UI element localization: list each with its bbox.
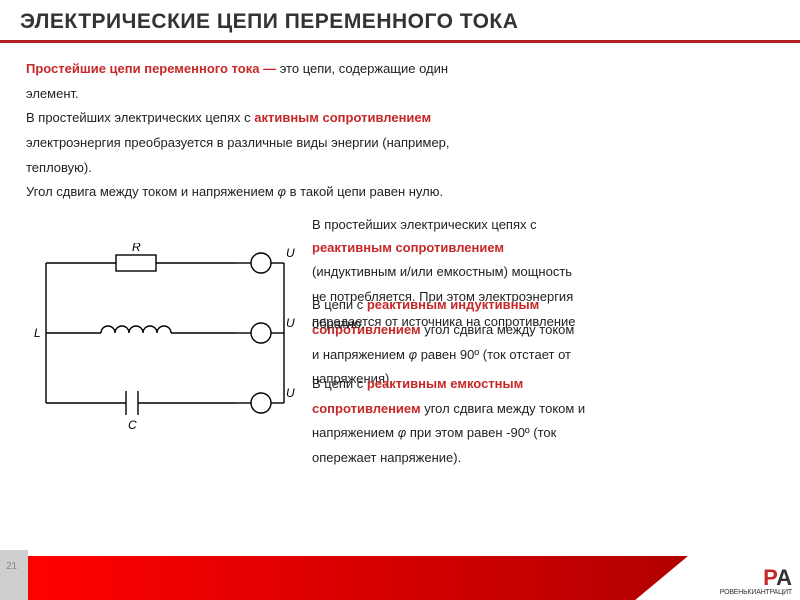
r4line2: сопротивлением угол сдвига между током и <box>312 397 774 422</box>
lead-rest: это цепи, содержащие один <box>276 61 448 76</box>
r4c: напряжением <box>312 425 398 440</box>
logo-p: P <box>763 565 776 590</box>
circuit-svg: R L C U U U <box>26 243 296 443</box>
angle-line: Угол сдвига между током и напряжением φ … <box>26 180 774 205</box>
r4b: угол сдвига между током и <box>421 401 586 416</box>
r1red: реактивным сопротивлением <box>312 236 774 261</box>
label-l: L <box>34 326 41 340</box>
page-number: 21 <box>6 561 17 572</box>
logo-a: A <box>776 565 792 590</box>
circuit-diagram: R L C U U U <box>26 243 296 443</box>
r2a: (индуктивным и/или емкостным) мощность <box>312 260 774 285</box>
r4a: В цепи с <box>312 376 367 391</box>
r3d: равен 90º (ток отстает от <box>417 347 571 362</box>
active-resistance-term: активным сопротивлением <box>254 110 431 125</box>
footer: 21 PA РОВЕНЬКИАНТРАЦИТ <box>0 550 800 600</box>
right-column: В простейших электрических цепях с реакт… <box>312 213 774 471</box>
label-r: R <box>132 243 141 254</box>
logo: PA РОВЕНЬКИАНТРАЦИТ <box>720 567 792 596</box>
r4line3: напряжением φ при этом равен -90º (ток <box>312 421 774 446</box>
header-bar: ЭЛЕКТРИЧЕСКИЕ ЦЕПИ ПЕРЕМЕННОГО ТОКА <box>0 0 800 43</box>
intro-line2: элемент. <box>26 82 774 107</box>
r3line3: и напряжением φ равен 90º (ток отстает о… <box>312 343 774 368</box>
page-title: ЭЛЕКТРИЧЕСКИЕ ЦЕПИ ПЕРЕМЕННОГО ТОКА <box>20 10 780 34</box>
r4d: при этом равен -90º (ток <box>406 425 556 440</box>
intro-paragraph: Простейшие цепи переменного тока — это ц… <box>26 57 774 82</box>
logo-subtitle: РОВЕНЬКИАНТРАЦИТ <box>720 589 792 596</box>
label-c: C <box>128 418 137 432</box>
p2c: тепловую). <box>26 156 774 181</box>
r3: В цепи с реактивным индуктивным <box>312 293 774 318</box>
r3red: реактивным индуктивным <box>367 297 539 312</box>
phi-symbol: φ <box>277 184 285 199</box>
footer-grey-block <box>0 550 28 600</box>
r3c: и напряжением <box>312 347 409 362</box>
angle-b: в такой цепи равен нулю. <box>286 184 443 199</box>
lead-term: Простейшие цепи переменного тока — <box>26 61 276 76</box>
label-u2: U <box>286 316 295 330</box>
r4e: опережает напряжение). <box>312 446 774 471</box>
angle-a: Угол сдвига между током и напряжением <box>26 184 277 199</box>
p2a: В простейших электрических цепях с <box>26 110 254 125</box>
footer-red-band <box>28 556 688 600</box>
r1a: В простейших электрических цепях с <box>312 213 774 238</box>
r3phi: φ <box>409 347 417 362</box>
label-u1: U <box>286 246 295 260</box>
r4: В цепи с реактивным емкостным <box>312 372 774 397</box>
r4phi: φ <box>398 425 406 440</box>
logo-pa: PA <box>720 567 792 589</box>
r4red: реактивным емкостным <box>367 376 523 391</box>
label-u3: U <box>286 386 295 400</box>
active-resistance-paragraph: В простейших электрических цепях с актив… <box>26 106 774 131</box>
content-area: Простейшие цепи переменного тока — это ц… <box>0 43 800 213</box>
r4red2: сопротивлением <box>312 401 421 416</box>
r3a: В цепи с <box>312 297 367 312</box>
p2b: электроэнергия преобразуется в различные… <box>26 131 774 156</box>
